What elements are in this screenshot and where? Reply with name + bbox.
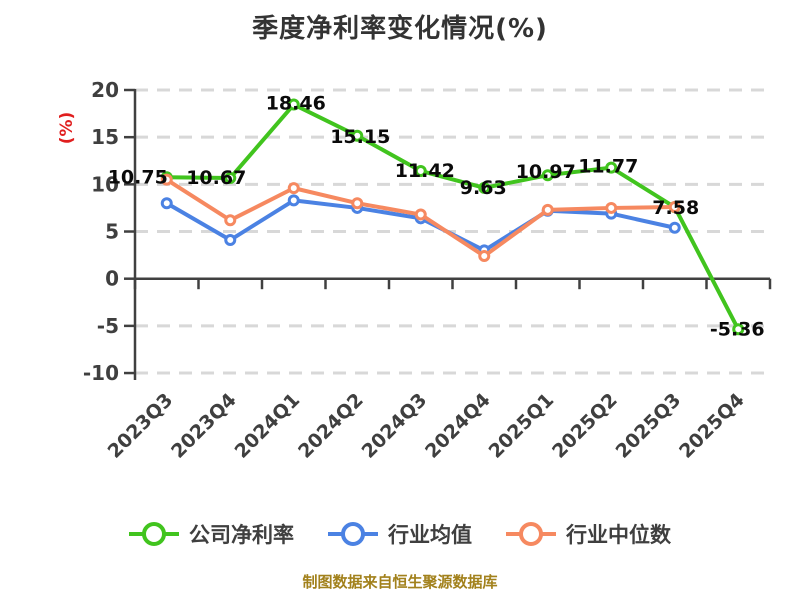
y-tick-label: 15 xyxy=(91,125,119,149)
industry-median-point[interactable] xyxy=(605,201,618,214)
industry-median-point[interactable] xyxy=(160,173,173,186)
industry-median-point[interactable] xyxy=(668,200,681,213)
data-label: 11.42 xyxy=(395,160,455,182)
data-label: 10.67 xyxy=(186,167,246,189)
company-net-margin-line[interactable] xyxy=(164,102,741,332)
industry-mean-point[interactable] xyxy=(160,197,173,210)
series-industry-mean xyxy=(160,194,681,257)
y-tick-label: 0 xyxy=(105,267,119,291)
industry-mean-point[interactable] xyxy=(224,234,237,247)
x-tick-label: 2023Q3 xyxy=(104,389,178,463)
x-tick-label: 2025Q3 xyxy=(612,389,686,463)
x-tick-label: 2024Q2 xyxy=(294,389,368,463)
data-label: 7.58 xyxy=(652,197,699,219)
y-tick-label: -5 xyxy=(97,314,119,338)
company-net-margin-point[interactable] xyxy=(287,98,300,111)
company-net-margin-point[interactable] xyxy=(224,172,237,185)
legend: 公司净利率 行业均值 行业中位数 xyxy=(0,519,800,549)
x-tick-label: 2024Q3 xyxy=(358,389,432,463)
data-source-note: 制图数据来自恒生聚源数据库 xyxy=(302,573,498,591)
industry-mean-point[interactable] xyxy=(668,221,681,234)
industry-median-point[interactable] xyxy=(351,197,364,210)
legend-label: 行业中位数 xyxy=(566,523,671,547)
data-label: -5.36 xyxy=(710,318,765,340)
x-tick-label: 2024Q1 xyxy=(231,389,305,463)
legend-item-industry-median[interactable]: 行业中位数 xyxy=(506,519,671,549)
x-tick-label: 2025Q4 xyxy=(675,389,749,463)
industry-median-point[interactable] xyxy=(224,214,237,227)
company-net-margin-point[interactable] xyxy=(478,181,491,194)
industry-median-point[interactable] xyxy=(478,250,491,263)
x-tick-label: 2024Q4 xyxy=(421,389,495,463)
x-tick-label: 2023Q4 xyxy=(167,389,241,463)
industry-median-point[interactable] xyxy=(414,208,427,221)
line-marker-icon xyxy=(328,521,378,547)
data-label: 18.46 xyxy=(266,93,326,115)
chart-title: 季度净利率变化情况(%) xyxy=(252,14,548,44)
y-tick-label: 20 xyxy=(91,78,119,102)
series-company-net-margin xyxy=(160,98,745,336)
y-tick-label: -10 xyxy=(83,361,119,385)
x-tick-label: 2025Q2 xyxy=(548,389,622,463)
industry-median-point[interactable] xyxy=(541,203,554,216)
line-marker-icon xyxy=(506,521,556,547)
y-axis-title: (%) xyxy=(57,112,77,145)
legend-label: 行业均值 xyxy=(388,523,472,547)
data-label: 9.63 xyxy=(460,177,507,199)
legend-item-industry-mean[interactable]: 行业均值 xyxy=(328,519,472,549)
legend-label: 公司净利率 xyxy=(189,523,294,547)
data-label: 10.75 xyxy=(108,166,168,188)
company-net-margin-point[interactable] xyxy=(351,129,364,142)
series-industry-median xyxy=(160,173,681,263)
data-label: 15.15 xyxy=(330,126,390,148)
y-tick-label: 5 xyxy=(105,220,119,244)
company-net-margin-point[interactable] xyxy=(605,161,618,174)
x-tick-label: 2025Q1 xyxy=(485,389,559,463)
company-net-margin-point[interactable] xyxy=(541,169,554,182)
legend-item-company-net-margin[interactable]: 公司净利率 xyxy=(129,519,294,549)
line-marker-icon xyxy=(129,521,179,547)
industry-median-point[interactable] xyxy=(287,182,300,195)
company-net-margin-point[interactable] xyxy=(414,164,427,177)
data-label: 10.97 xyxy=(516,161,576,183)
data-label: 11.77 xyxy=(578,156,638,178)
industry-mean-point[interactable] xyxy=(287,194,300,207)
company-net-margin-point[interactable] xyxy=(732,323,745,336)
y-tick-label: 10 xyxy=(91,172,119,196)
